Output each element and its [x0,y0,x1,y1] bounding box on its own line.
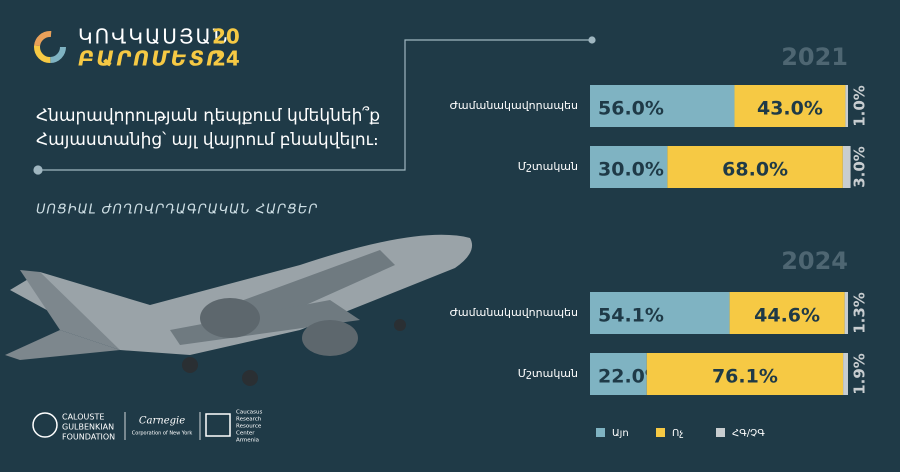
logo-text: ԲԱՐՈՄԵՏՐ [78,47,223,71]
bar-segment [667,146,843,188]
bar-segment [590,85,735,127]
legend-label: Այո [612,428,629,439]
value-label: 3.0% [851,146,869,188]
partner-text: Caucasus [236,410,262,416]
logo-year: 20 [212,25,240,49]
bar-segment [590,146,668,188]
category-label: Ժամանակավորապես [450,306,578,319]
bar-segment [844,292,848,334]
partner-text: FOUNDATION [62,433,115,442]
legend-swatch [716,428,725,437]
partners: CALOUSTE GULBENKIAN FOUNDATION Carnegie … [32,410,262,444]
legend-swatch [596,428,605,437]
value-label: 43.0% [757,98,823,120]
value-label: 54.1% [598,305,664,327]
legend-label: Ոչ [672,428,683,439]
airplane [5,234,473,386]
connector [33,36,596,175]
logo: ԿՈՎԿԱՍՅԱՆ ԲԱՐՈՄԵՏՐ 20 24 [34,25,240,71]
bar-segment [590,292,730,334]
question: Հնարավորության դեպքում կմեկնեի՞ք [36,105,380,126]
bar-segment [842,146,851,188]
bar-segment [845,85,848,127]
legend-swatch [656,428,665,437]
bar-segment [590,353,647,395]
value-label: 68.0% [722,159,788,181]
value-label: 30.0% [598,159,664,181]
partner-text: Carnegie [139,416,185,427]
partner-text: Resource [236,424,262,430]
bar-segment [843,353,848,395]
partner-text: Armenia [236,438,259,444]
logo-text: ԿՈՎԿԱՍՅԱՆ [78,25,229,49]
bar-segment [729,292,845,334]
partner-text: CALOUSTE [62,413,104,422]
chart-title: 2024 [781,247,848,275]
category-label: Մշտական [518,160,578,173]
partner-text: Research [236,417,262,423]
partner-text: GULBENKIAN [62,423,114,432]
legend-label: ՀԳ/ՉԳ [732,428,765,439]
value-label: 44.6% [754,305,820,327]
question: Հայաստանից՝ այլ վայրում բնակվելու։ [36,130,379,150]
section-label: ՍՈՑԻԱԼ ԺՈՂՈՎՐԴԱԳՐԱԿԱՆ ՀԱՐՑԵՐ [36,203,318,218]
value-label: 1.3% [851,292,869,334]
logo-year: 24 [212,47,240,71]
category-label: Ժամանակավորապես [450,99,578,112]
chart-title: 2021 [781,43,848,71]
value-label: 56.0% [598,98,664,120]
value-label: 76.1% [712,366,778,388]
partner-text: Center [236,431,255,437]
value-label: 1.9% [851,353,869,395]
bar-segment [734,85,846,127]
bar-segment [646,353,844,395]
category-label: Մշտական [518,367,578,380]
partner-text: Corporation of New York [132,431,193,437]
value-label: 1.0% [851,85,869,127]
